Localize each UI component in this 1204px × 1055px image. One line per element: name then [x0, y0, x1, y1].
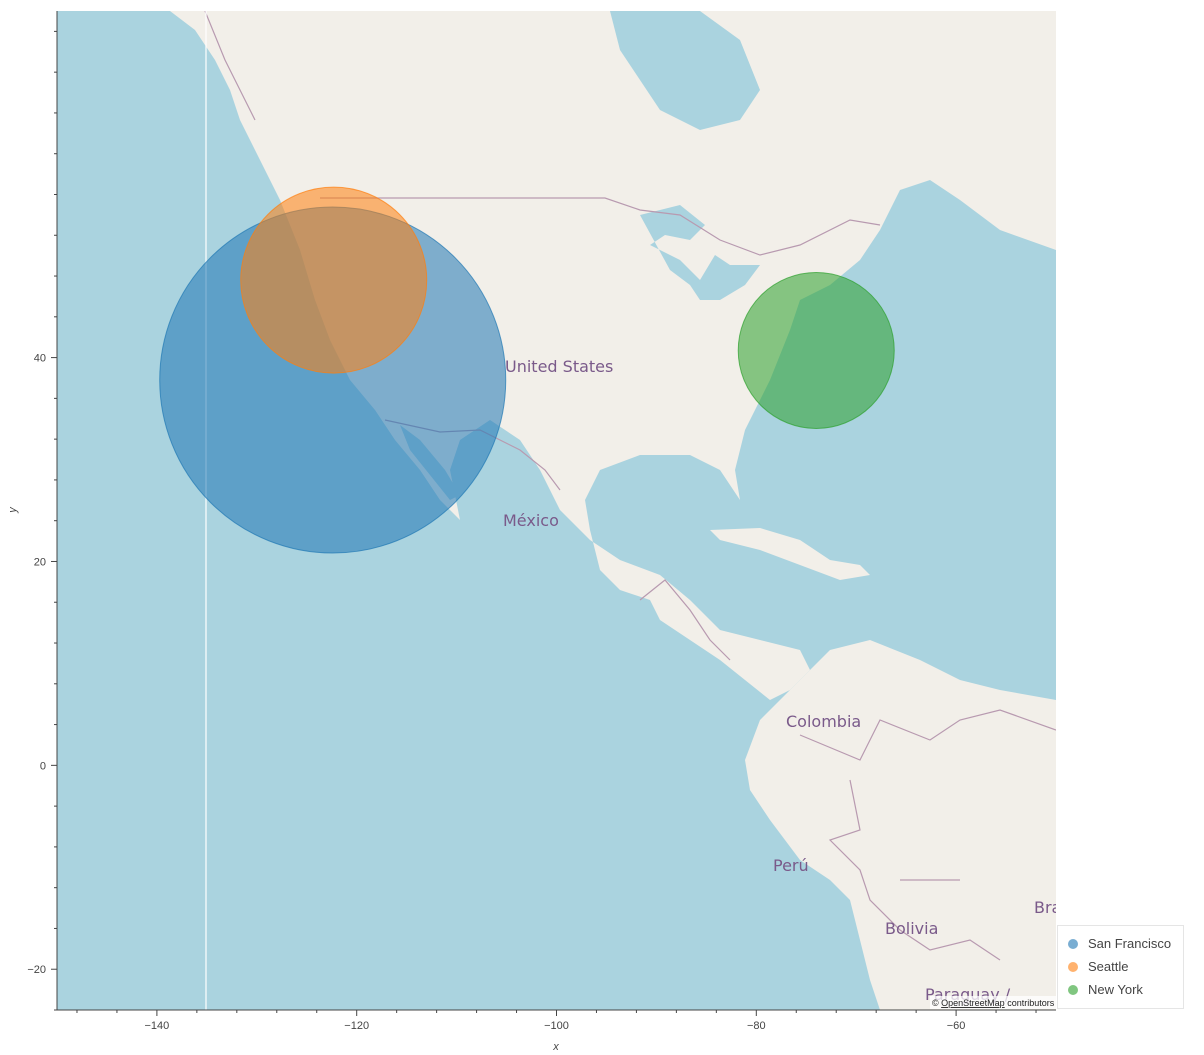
border-alaska — [204, 11, 256, 121]
land-south-america — [745, 640, 1056, 1010]
y-tick-label: −20 — [27, 964, 46, 976]
legend-swatch-seattle — [1068, 961, 1078, 972]
x-tick-label: −140 — [145, 1020, 170, 1032]
y-tick-label: 0 — [40, 760, 46, 772]
x-tick-label: −120 — [344, 1020, 369, 1032]
legend-item-seattle[interactable]: Seattle — [1068, 955, 1183, 978]
y-tick-label: 40 — [34, 353, 46, 365]
legend: San Francisco Seattle New York — [1057, 925, 1184, 1009]
point-new-york[interactable] — [737, 271, 895, 429]
map-label-colombia: Colombia — [786, 712, 861, 731]
legend-label: New York — [1088, 982, 1143, 997]
attribution-text: © OpenStreetMap contributors — [932, 998, 1055, 1008]
map-label-bolivia: Bolivia — [885, 919, 938, 938]
attribution-link[interactable]: OpenStreetMap — [941, 998, 1005, 1008]
border-us-canada — [320, 197, 881, 256]
point-seattle[interactable] — [240, 186, 428, 374]
attribution-background — [930, 996, 1056, 1009]
map-tiles: United States México Colombia Perú Boliv… — [57, 11, 1061, 1010]
y-axis: −20 0 20 40 y — [7, 11, 58, 1011]
legend-swatch-san-francisco — [1068, 938, 1078, 949]
data-points — [159, 186, 895, 554]
attribution-suffix: contributors — [1005, 998, 1055, 1008]
x-tick-label: −100 — [544, 1020, 569, 1032]
map-label-brazil: Bra — [1034, 898, 1061, 917]
legend-item-new-york[interactable]: New York — [1068, 978, 1183, 1001]
map-attribution: © OpenStreetMap contributors — [930, 996, 1056, 1009]
legend-label: Seattle — [1088, 959, 1129, 974]
border-central-america — [639, 579, 731, 661]
map-label-peru: Perú — [773, 856, 809, 875]
x-axis-title: x — [552, 1041, 559, 1053]
y-axis-title: y — [7, 506, 19, 514]
legend-swatch-new-york — [1068, 984, 1078, 995]
hudson-bay — [610, 11, 760, 130]
x-tick-label: −80 — [747, 1020, 766, 1032]
legend-label: San Francisco — [1088, 936, 1172, 951]
y-tick-label: 20 — [34, 556, 46, 568]
map-label-united-states: United States — [505, 357, 613, 376]
map-label-mexico: México — [503, 511, 559, 530]
border-south-america — [799, 709, 1056, 961]
x-axis: −140 −120 −100 −80 −60 x — [57, 1009, 1056, 1053]
great-lakes — [640, 205, 760, 300]
attribution-prefix: © — [932, 998, 941, 1008]
x-tick-label: −60 — [947, 1020, 966, 1032]
land-caribbean — [710, 528, 870, 580]
land-north-america — [170, 11, 1056, 700]
legend-item-san-francisco[interactable]: San Francisco — [1068, 932, 1183, 955]
